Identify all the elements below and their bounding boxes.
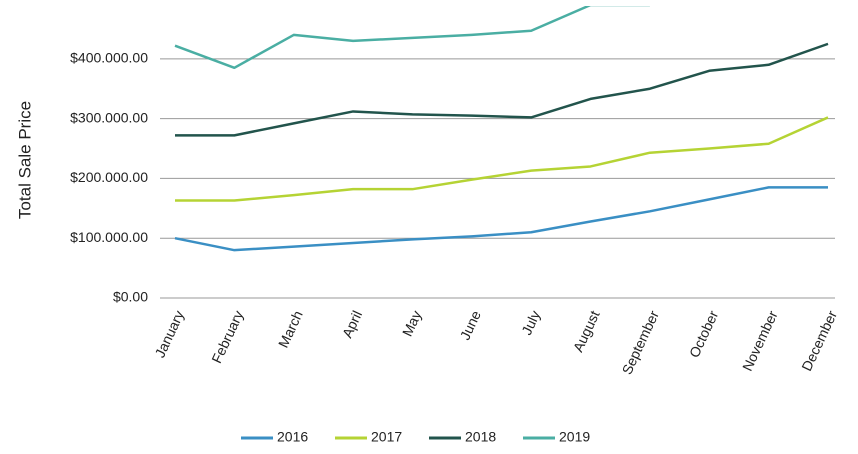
legend-label: 2017 (371, 429, 402, 445)
x-tick-label: February (208, 308, 246, 366)
legend-label: 2016 (277, 429, 308, 445)
y-tick-label: $200.000.00 (70, 169, 148, 185)
x-tick-label: June (457, 308, 484, 342)
x-tick-label: May (399, 308, 425, 339)
series-line (175, 116, 829, 202)
x-tick-label: August (570, 308, 603, 354)
legend-label: 2019 (559, 429, 590, 445)
y-tick-label: $300.000.00 (70, 109, 148, 125)
x-tick-label: July (518, 308, 543, 337)
y-axis-label: Total Sale Price (15, 101, 34, 219)
x-tick-label: September (619, 308, 663, 377)
x-tick-label: December (798, 308, 840, 374)
x-tick-label: January (152, 308, 188, 360)
x-tick-label: April (339, 308, 365, 340)
x-tick-label: October (686, 308, 722, 360)
series-line (175, 42, 829, 137)
x-tick-label: November (739, 308, 781, 374)
y-tick-label: $400.000.00 (70, 50, 148, 66)
x-tick-label: March (275, 308, 306, 350)
series-line (174, 186, 828, 252)
y-tick-label: $100.000.00 (70, 229, 148, 245)
y-tick-label: $0.00 (113, 289, 148, 305)
legend-label: 2018 (465, 429, 496, 445)
series-line (174, 6, 650, 70)
